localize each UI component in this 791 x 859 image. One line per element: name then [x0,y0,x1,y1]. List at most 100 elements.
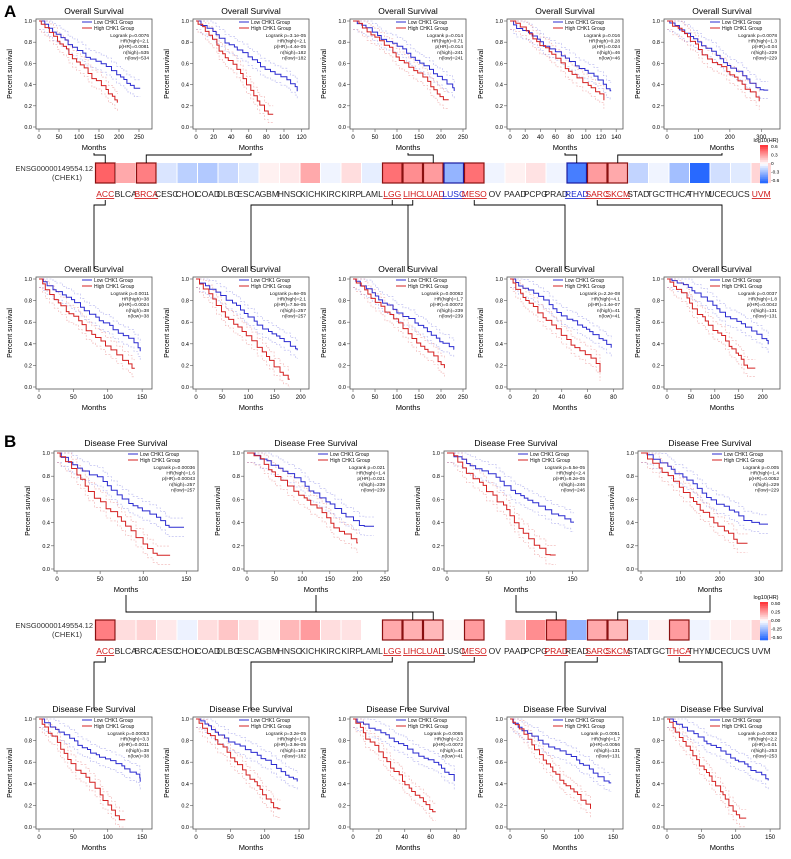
stat-line: HR(high)=0.28 [589,39,621,45]
ci-upper [667,20,760,93]
x-tick-label: 150 [414,135,425,141]
low-group-curve [510,278,612,348]
km-frame [192,18,310,130]
connector-line [564,153,578,163]
cancer-label-prad: PRAD [544,189,568,199]
x-tick-label: 150 [181,577,192,583]
low-group-curve [641,452,768,525]
cancer-label-skcm: SKCM [605,646,630,656]
y-tick-label: 0.2 [626,544,634,550]
color-key-tick: -0.50 [771,635,782,641]
color-key-swatch [760,162,768,165]
cancer-label-chol: CHOL [175,646,199,656]
ci-lower [196,727,281,818]
km-frame [506,276,624,390]
x-axis-label: Months [304,585,329,594]
ci-upper [39,718,141,774]
km-title: Disease Free Survival [474,438,557,448]
cancer-label-sarc: SARC [585,189,609,199]
panel-letter-a: A [4,2,17,21]
legend-entry: Low CHK1 Group [530,452,569,458]
connector-line [145,153,252,163]
x-tick-label: 0 [55,577,59,583]
ci-lower [510,287,601,381]
ci-lower [641,462,768,534]
y-tick-label: 0.0 [652,125,660,131]
cancer-label-gbm: GBM [260,646,279,656]
ci-lower [39,727,126,828]
x-axis-label: Months [239,143,264,152]
x-tick-label: 150 [94,135,105,141]
x-tick-label: 100 [138,577,149,583]
high-group-curve [39,718,126,821]
color-key-swatch [760,152,768,155]
km-plot-luad: Disease Free Survival 0.0 0.2 0.4 0.6 0.8 1.0 P… [215,438,391,594]
x-axis-label: Months [396,403,421,412]
legend-entry: Low CHK1 Group [565,718,604,724]
stat-line: Logrank p=0.0037 [738,291,777,297]
heat-cell-kirp [341,163,361,183]
ci-lower [196,29,274,123]
x-tick-label: 0 [351,395,355,401]
x-tick-label: 80 [610,395,617,401]
ci-upper [447,452,556,546]
heat-cell-thym [690,163,710,183]
heat-cell-ov [485,163,505,183]
stat-line: n(low)=241 [439,55,463,61]
cancer-label-ucec: UCEC [708,189,732,199]
color-key-swatch [760,181,768,184]
cancer-label-cesc: CESC [155,189,179,199]
km-title: Overall Survival [692,6,752,16]
ci-lower [510,727,591,818]
x-tick-label: 300 [756,135,767,141]
y-tick-label: 0.0 [42,567,50,573]
y-tick-label: 0.4 [338,782,346,788]
km-frame [349,18,467,130]
connector-line [93,153,106,163]
ci-lower [667,727,747,828]
cancer-label-kich: KICH [300,189,320,199]
color-key-swatch [760,634,768,637]
ci-lower [667,29,760,110]
x-tick-label: 0 [351,835,355,841]
y-axis-label: Percent survival [415,486,422,536]
km-plot-skcm: Disease Free Survival 0.0 0.2 0.4 0.6 0.8 1.0 P… [609,438,783,594]
cancer-label-kirc: KIRC [321,189,341,199]
cancer-label-meso: MESO [462,189,487,199]
y-tick-label: 0.8 [181,40,189,46]
ci-lower [510,287,612,357]
connector-line [596,200,723,271]
heat-cell-read [567,620,587,640]
cancer-label-lihc: LIHC [403,189,422,199]
color-key-swatch [760,171,768,174]
legend-entry: Low CHK1 Group [140,452,179,458]
cancer-label-blca: BLCA [115,646,138,656]
heat-cell-chol [177,620,197,640]
cancer-label-thym: THYM [688,189,712,199]
cancer-label-ucs: UCS [732,189,750,199]
y-axis-label: Percent survival [609,486,616,536]
y-tick-label: 0.6 [24,760,32,766]
color-key-swatch [760,619,768,622]
low-group-curve [353,278,455,350]
heat-cell-lusc [444,620,464,640]
y-tick-label: 0.6 [338,760,346,766]
legend-entry: Low CHK1 Group [722,718,761,724]
heat-cell-laml [362,620,382,640]
high-group-curve [39,20,118,103]
y-tick-label: 0.8 [42,474,50,480]
heat-cell-skcm [607,619,629,641]
ci-upper [667,278,756,360]
stat-line: Logrank p=0.00062 [422,291,464,297]
y-tick-label: 0.0 [232,567,240,573]
y-tick-label: 0.8 [495,739,503,745]
x-tick-label: 50 [70,835,77,841]
color-key-swatch [760,160,768,163]
y-tick-label: 0.0 [338,125,346,131]
stat-line: n(low)=182 [282,55,306,61]
color-key-swatch [760,638,768,641]
km-plot-skcm: Overall Survival 0.0 0.2 0.4 0.6 0.8 1.0 Percen… [635,6,781,152]
y-tick-label: 0.8 [338,739,346,745]
ci-upper [196,718,281,801]
